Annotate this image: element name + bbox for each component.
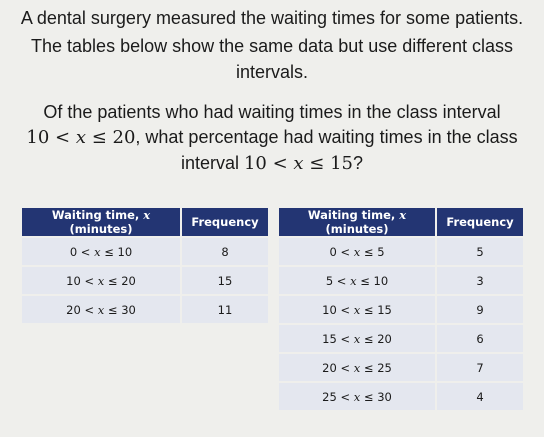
- question-line-5-text: , what percentage had waiting times in t…: [135, 127, 518, 147]
- class-interval-cell: 20 < x ≤ 25: [277, 352, 437, 383]
- table1-header-frequency: Frequency: [180, 206, 270, 238]
- question-line-5: 10 < x ≤ 20, what percentage had waiting…: [0, 127, 544, 148]
- frequency-cell: 8: [180, 236, 270, 267]
- table-row: 10 < x ≤ 15 9: [277, 294, 525, 325]
- inequality-10-x-20: 10 < x ≤ 20: [26, 127, 136, 148]
- class-interval-cell: 25 < x ≤ 30: [277, 381, 437, 412]
- class-interval-cell: 10 < x ≤ 20: [20, 265, 182, 296]
- class-interval-cell: 15 < x ≤ 20: [277, 323, 437, 354]
- question-line-6-suffix: ?: [353, 153, 364, 173]
- question-line-4: Of the patients who had waiting times in…: [43, 102, 501, 122]
- table-row: 0 < x ≤ 10 8: [20, 236, 270, 267]
- table-row: 10 < x ≤ 20 15: [20, 265, 270, 296]
- class-interval-cell: 0 < x ≤ 10: [20, 236, 182, 267]
- class-interval-cell: 0 < x ≤ 5: [277, 236, 437, 267]
- question-line-6-prefix: interval: [180, 153, 244, 173]
- class-interval-cell: 10 < x ≤ 15: [277, 294, 437, 325]
- table1-header-waiting-time: Waiting time, x (minutes): [20, 206, 182, 238]
- table2-header-waiting-time: Waiting time, x (minutes): [277, 206, 437, 238]
- question-line-1: A dental surgery measured the waiting ti…: [20, 8, 524, 28]
- question-line-3: intervals.: [235, 62, 309, 82]
- table-row: 15 < x ≤ 20 6: [277, 323, 525, 354]
- table-row: 5 < x ≤ 10 3: [277, 265, 525, 296]
- question-line-2: The tables below show the same data but …: [31, 36, 513, 56]
- table-row: 20 < x ≤ 30 11: [20, 294, 270, 325]
- frequency-cell: 7: [435, 352, 525, 383]
- table-row: 25 < x ≤ 30 4: [277, 381, 525, 412]
- frequency-cell: 4: [435, 381, 525, 412]
- frequency-cell: 3: [435, 265, 525, 296]
- table-row: 20 < x ≤ 25 7: [277, 352, 525, 383]
- class-interval-cell: 5 < x ≤ 10: [277, 265, 437, 296]
- table2-header-frequency: Frequency: [435, 206, 525, 238]
- inequality-10-x-15: 10 < x ≤ 15: [243, 153, 354, 174]
- frequency-cell: 6: [435, 323, 525, 354]
- frequency-cell: 9: [435, 294, 525, 325]
- waiting-time-table-5min: Waiting time, x (minutes) Frequency 0 < …: [277, 206, 525, 412]
- frequency-cell: 5: [435, 236, 525, 267]
- frequency-cell: 15: [180, 265, 270, 296]
- waiting-time-table-10min: Waiting time, x (minutes) Frequency 0 < …: [20, 206, 270, 325]
- class-interval-cell: 20 < x ≤ 30: [20, 294, 182, 325]
- frequency-cell: 11: [180, 294, 270, 325]
- question-line-6: interval 10 < x ≤ 15?: [0, 153, 544, 174]
